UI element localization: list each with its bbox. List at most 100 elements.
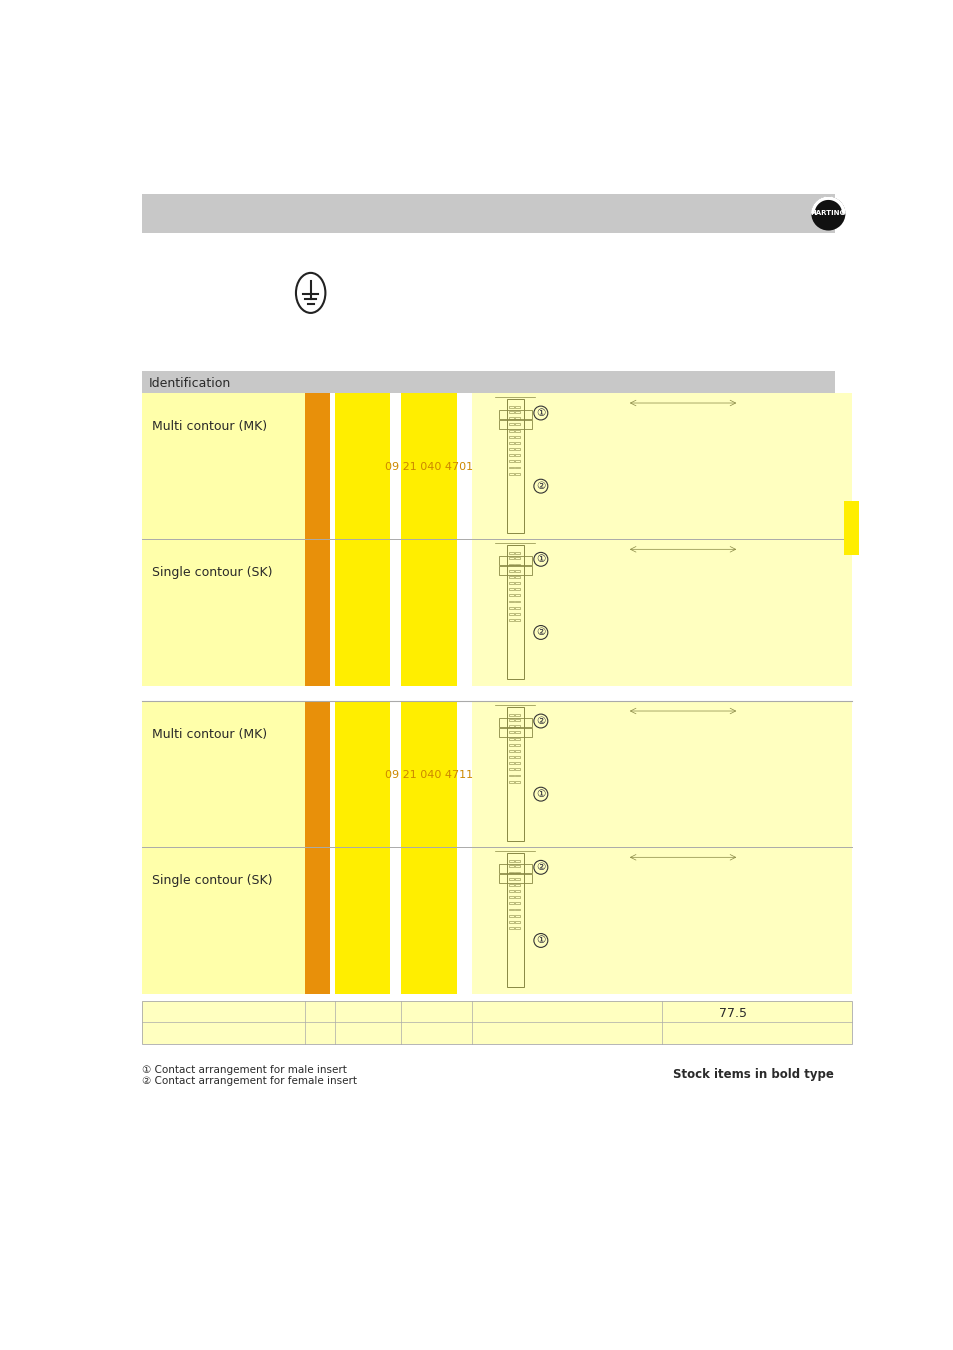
- Text: Single contour (SK): Single contour (SK): [152, 566, 272, 579]
- Bar: [509, 429, 513, 432]
- Bar: [142, 194, 835, 232]
- Bar: [509, 775, 513, 776]
- Bar: [509, 570, 513, 571]
- Bar: [509, 921, 513, 923]
- Bar: [330, 393, 333, 686]
- Bar: [509, 613, 513, 614]
- Bar: [515, 460, 519, 462]
- Bar: [515, 601, 519, 602]
- Bar: [515, 552, 519, 554]
- Bar: [515, 589, 519, 590]
- Text: ②: ②: [536, 481, 545, 491]
- Bar: [509, 620, 513, 621]
- Bar: [509, 563, 513, 566]
- Bar: [509, 594, 513, 597]
- Bar: [515, 884, 519, 886]
- Bar: [509, 454, 513, 456]
- Bar: [509, 558, 513, 559]
- Text: HARTING: HARTING: [810, 209, 845, 216]
- Bar: [401, 393, 456, 686]
- Bar: [509, 406, 513, 408]
- Bar: [515, 558, 519, 559]
- Bar: [509, 763, 513, 764]
- Bar: [515, 878, 519, 880]
- Bar: [335, 701, 390, 994]
- Text: Multi contour (MK): Multi contour (MK): [152, 420, 267, 433]
- Bar: [506, 400, 523, 533]
- Bar: [509, 749, 513, 752]
- Bar: [506, 400, 523, 533]
- Bar: [509, 467, 513, 468]
- Bar: [305, 701, 330, 994]
- Bar: [401, 701, 456, 994]
- Bar: [506, 545, 523, 679]
- Bar: [515, 737, 519, 740]
- Bar: [515, 472, 519, 475]
- Bar: [515, 927, 519, 929]
- Bar: [498, 718, 531, 728]
- Bar: [509, 744, 513, 745]
- Bar: [498, 728, 531, 737]
- Bar: [515, 613, 519, 614]
- Bar: [509, 756, 513, 757]
- Text: ① Contact arrangement for male insert: ① Contact arrangement for male insert: [142, 1065, 347, 1075]
- Bar: [515, 467, 519, 468]
- Bar: [515, 915, 519, 917]
- Bar: [509, 441, 513, 444]
- Bar: [330, 701, 333, 994]
- Bar: [515, 714, 519, 716]
- Bar: [509, 714, 513, 716]
- Bar: [498, 875, 531, 883]
- Bar: [509, 915, 513, 917]
- Text: Single contour (SK): Single contour (SK): [152, 875, 272, 887]
- Bar: [305, 393, 330, 686]
- Bar: [142, 701, 305, 994]
- Bar: [506, 545, 523, 679]
- Bar: [509, 902, 513, 905]
- Bar: [515, 582, 519, 585]
- Bar: [509, 768, 513, 771]
- Bar: [509, 890, 513, 892]
- Bar: [515, 872, 519, 873]
- Bar: [509, 732, 513, 733]
- Bar: [843, 501, 858, 555]
- Bar: [498, 566, 531, 575]
- Bar: [509, 552, 513, 554]
- Bar: [515, 454, 519, 456]
- Bar: [509, 860, 513, 861]
- Bar: [506, 853, 523, 987]
- Bar: [509, 878, 513, 880]
- Bar: [622, 853, 742, 987]
- Bar: [515, 780, 519, 783]
- Bar: [509, 725, 513, 728]
- Text: 09 21 040 4711: 09 21 040 4711: [385, 769, 473, 779]
- Bar: [622, 400, 742, 533]
- Text: Identification: Identification: [149, 377, 231, 390]
- Bar: [515, 756, 519, 757]
- Bar: [515, 860, 519, 861]
- Bar: [335, 393, 390, 686]
- Bar: [390, 393, 394, 686]
- Bar: [509, 896, 513, 898]
- Text: ②: ②: [536, 716, 545, 726]
- Text: ①: ①: [536, 790, 545, 799]
- Bar: [509, 872, 513, 873]
- Bar: [515, 921, 519, 923]
- Bar: [509, 412, 513, 413]
- Bar: [515, 620, 519, 621]
- Bar: [506, 707, 523, 841]
- Text: ②: ②: [536, 863, 545, 872]
- Bar: [142, 1002, 851, 1044]
- Bar: [509, 582, 513, 585]
- Bar: [515, 909, 519, 910]
- Bar: [622, 545, 742, 679]
- Text: ①: ①: [536, 408, 545, 418]
- Bar: [509, 737, 513, 740]
- Bar: [515, 763, 519, 764]
- Bar: [509, 472, 513, 475]
- Bar: [498, 864, 531, 873]
- Bar: [515, 725, 519, 728]
- Bar: [515, 570, 519, 571]
- Bar: [515, 896, 519, 898]
- Bar: [515, 865, 519, 867]
